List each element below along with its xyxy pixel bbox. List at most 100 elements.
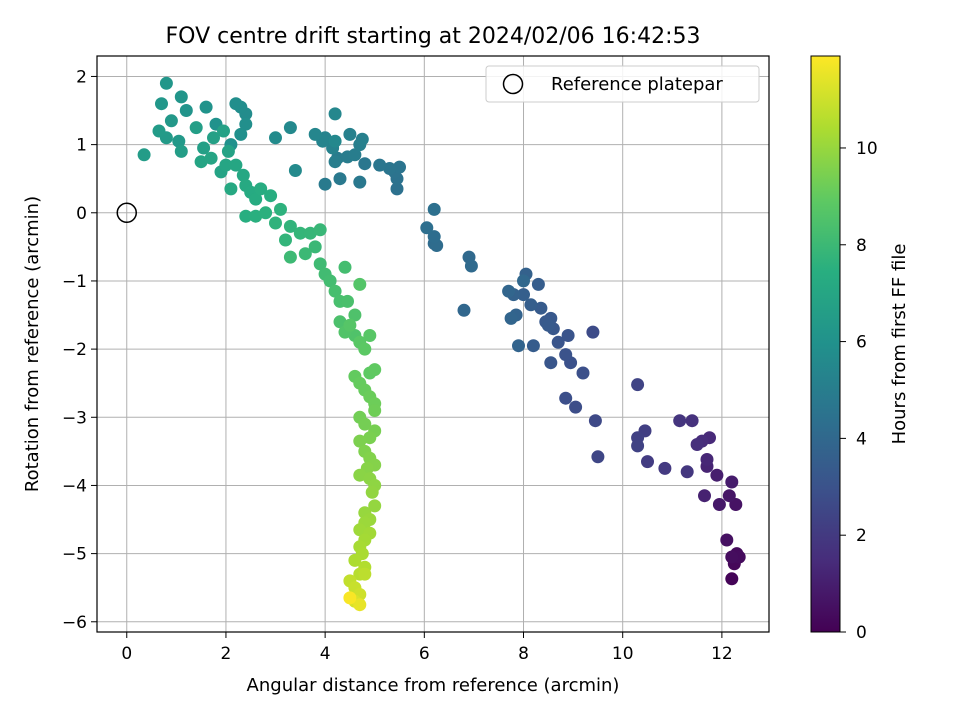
- data-point: [517, 274, 530, 288]
- x-axis-ticks: 0 2 4 6 8 10 12: [121, 632, 733, 664]
- y-tick-label: −3: [62, 408, 87, 428]
- data-point: [303, 226, 317, 240]
- x-tick-label: 8: [518, 644, 529, 664]
- data-point: [559, 391, 573, 405]
- data-point: [420, 221, 434, 235]
- data-point: [534, 301, 548, 315]
- data-point: [179, 104, 193, 117]
- data-point: [722, 489, 736, 503]
- data-point: [204, 151, 218, 165]
- data-point: [353, 598, 367, 612]
- data-point: [343, 591, 357, 605]
- data-point: [348, 148, 362, 162]
- data-point: [526, 339, 540, 353]
- data-point: [363, 329, 377, 342]
- data-point: [363, 431, 377, 445]
- data-point: [313, 223, 327, 237]
- data-point: [544, 356, 558, 370]
- data-point: [159, 76, 173, 90]
- data-point: [658, 461, 672, 475]
- data-point: [318, 177, 332, 191]
- data-point: [457, 303, 471, 317]
- data-point: [725, 475, 739, 489]
- colorbar: 0 2 4 6 8 10 Hours from first FF file: [810, 55, 910, 643]
- colorbar-ticks: 0 2 4 6 8 10: [840, 139, 878, 643]
- x-tick-label: 0: [121, 644, 132, 664]
- data-point: [283, 121, 297, 135]
- data-point: [343, 127, 357, 141]
- data-point: [274, 202, 287, 216]
- x-tick-label: 10: [612, 644, 634, 664]
- data-point: [502, 284, 516, 298]
- data-point: [368, 363, 382, 377]
- data-point: [725, 550, 739, 564]
- data-point: [383, 162, 397, 175]
- data-point: [207, 131, 220, 145]
- data-point: [152, 124, 166, 138]
- data-point: [690, 438, 704, 451]
- data-point: [576, 366, 590, 380]
- data-point: [673, 414, 687, 428]
- data-point: [504, 311, 518, 325]
- data-point: [365, 485, 379, 499]
- data-point: [427, 230, 441, 244]
- reference-platepar-marker: [116, 202, 138, 224]
- data-point: [313, 257, 327, 271]
- data-point: [239, 117, 253, 131]
- data-point: [224, 182, 238, 196]
- colorbar-tick-label: 10: [856, 139, 878, 159]
- data-point: [308, 127, 322, 141]
- data-point: [137, 148, 151, 162]
- y-tick-label: −1: [62, 272, 87, 292]
- data-point: [249, 209, 263, 223]
- legend: Reference platepar: [485, 65, 760, 103]
- data-point: [368, 499, 382, 513]
- y-axis-ticks: −6 −5 −4 −3 −2 −1 0 1 2: [62, 67, 97, 633]
- data-point: [712, 498, 726, 511]
- data-point: [358, 417, 372, 431]
- data-point: [328, 155, 342, 169]
- data-point: [219, 158, 233, 172]
- data-point: [631, 378, 645, 392]
- data-point: [239, 209, 253, 223]
- data-point: [164, 114, 178, 128]
- data-point: [269, 216, 282, 230]
- y-tick-label: −6: [62, 613, 87, 633]
- y-tick-label: −4: [62, 476, 87, 496]
- data-point: [393, 160, 406, 174]
- data-point: [561, 329, 575, 342]
- data-point: [358, 567, 372, 581]
- data-point: [338, 260, 352, 274]
- x-axis-label: Angular distance from reference (arcmin): [247, 675, 620, 696]
- data-point: [586, 325, 600, 339]
- data-point: [348, 308, 362, 322]
- colorbar-tick-label: 6: [856, 333, 867, 353]
- data-point: [698, 489, 711, 503]
- data-point: [333, 172, 347, 186]
- data-point: [353, 175, 367, 189]
- data-point: [283, 219, 297, 233]
- data-point: [197, 141, 211, 155]
- data-point: [512, 339, 525, 353]
- data-point: [355, 132, 369, 146]
- data-point: [308, 240, 322, 254]
- data-point: [569, 400, 583, 414]
- data-point: [341, 294, 354, 308]
- data-point: [199, 100, 213, 114]
- data-point: [189, 121, 203, 135]
- data-point: [524, 298, 538, 312]
- colorbar-tick-label: 2: [856, 526, 867, 546]
- data-point: [269, 131, 282, 145]
- colorbar-tick-label: 0: [856, 623, 867, 643]
- data-point: [333, 315, 347, 329]
- data-point: [229, 97, 243, 111]
- data-point: [368, 404, 382, 417]
- colorbar-tick-label: 8: [856, 236, 867, 256]
- data-point: [631, 439, 645, 453]
- data-point: [155, 97, 168, 111]
- y-tick-label: 1: [76, 136, 87, 156]
- data-point: [279, 233, 292, 247]
- data-point: [288, 164, 302, 177]
- data-point: [517, 288, 530, 302]
